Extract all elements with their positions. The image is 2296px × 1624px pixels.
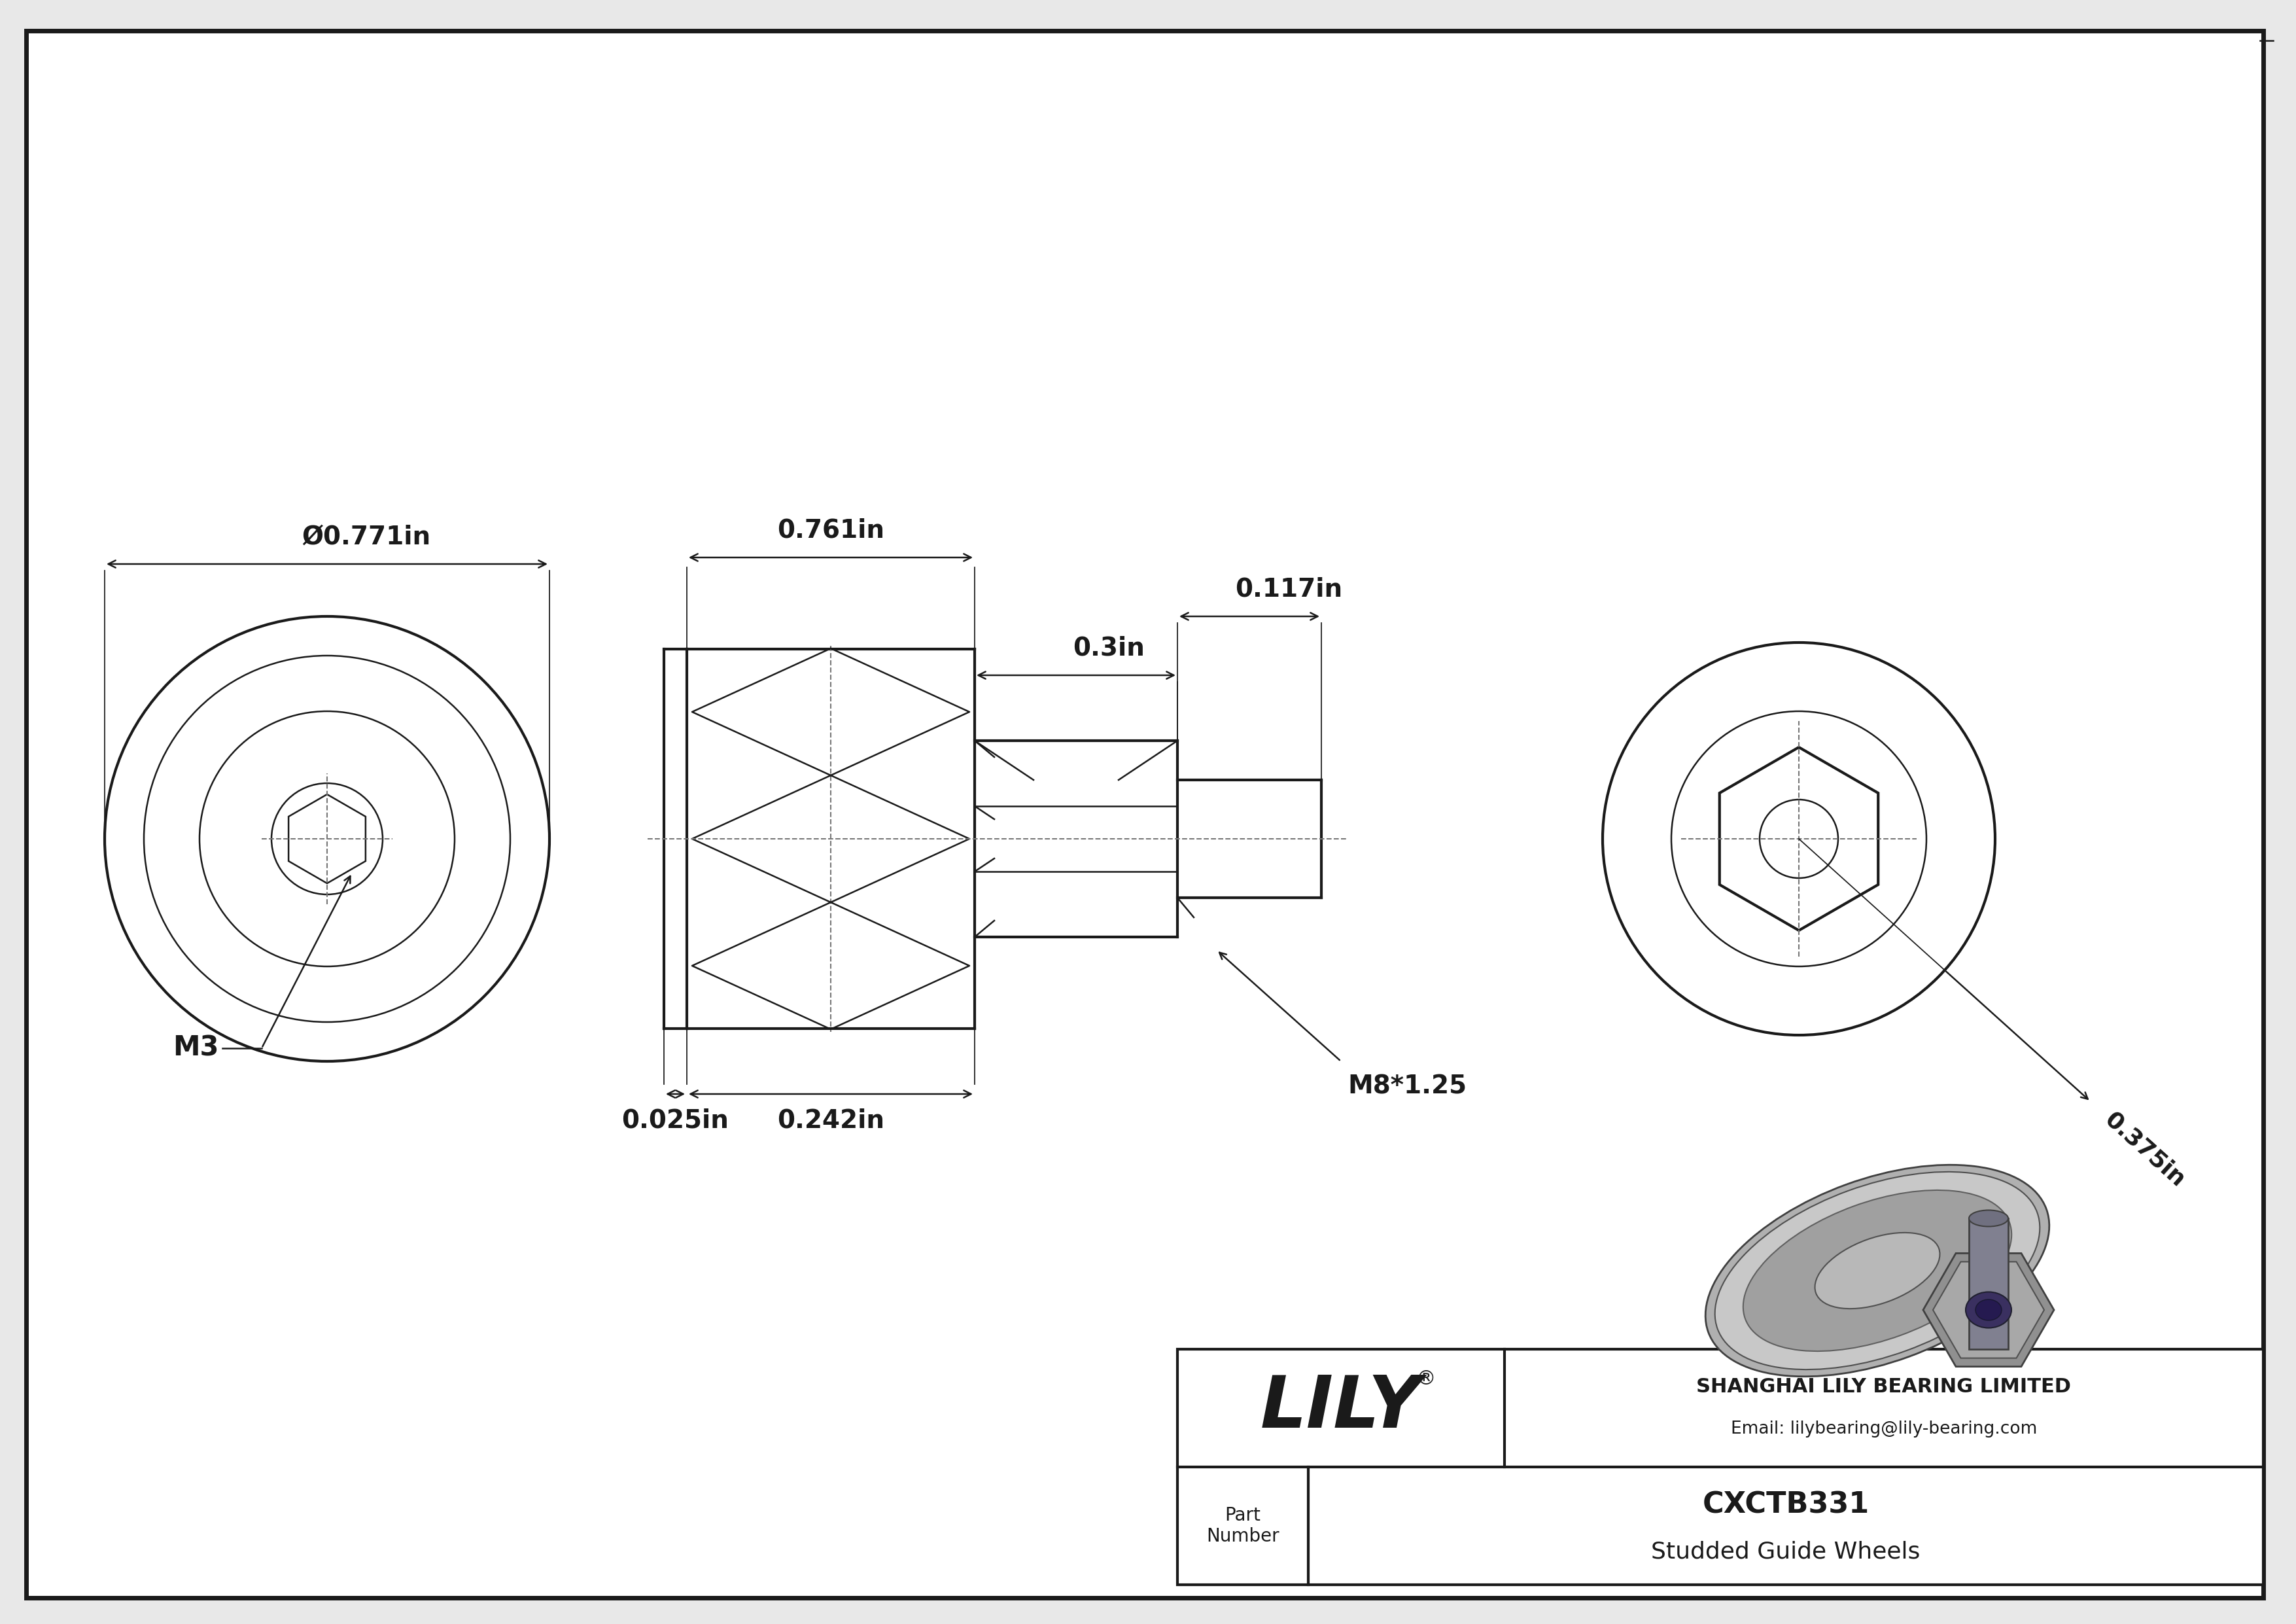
Text: 0.761in: 0.761in [776, 518, 884, 542]
Ellipse shape [1671, 711, 1926, 966]
Ellipse shape [1743, 1190, 2011, 1351]
Text: Ø0.771in: Ø0.771in [301, 525, 432, 549]
Polygon shape [289, 794, 365, 883]
Ellipse shape [1975, 1299, 2002, 1320]
Text: 0.3in: 0.3in [1072, 637, 1146, 661]
Text: ®: ® [1417, 1369, 1435, 1389]
Ellipse shape [145, 656, 510, 1021]
Text: CXCTB331: CXCTB331 [1701, 1491, 1869, 1518]
Text: 0.375in: 0.375in [2101, 1108, 2188, 1192]
Ellipse shape [106, 617, 549, 1062]
Text: M8*1.25: M8*1.25 [1348, 1075, 1467, 1099]
Ellipse shape [1715, 1173, 2039, 1369]
Text: 0.242in: 0.242in [776, 1109, 884, 1134]
Ellipse shape [1706, 1164, 2050, 1377]
Text: M3: M3 [172, 1034, 218, 1062]
Text: SHANGHAI LILY BEARING LIMITED: SHANGHAI LILY BEARING LIMITED [1697, 1377, 2071, 1397]
Ellipse shape [1965, 1293, 2011, 1328]
Polygon shape [1933, 1262, 2043, 1358]
Text: LILY: LILY [1261, 1372, 1421, 1444]
Text: Email: lilybearing@lily-bearing.com: Email: lilybearing@lily-bearing.com [1731, 1421, 2037, 1437]
Text: 0.025in: 0.025in [622, 1109, 730, 1134]
Ellipse shape [1814, 1233, 1940, 1309]
Ellipse shape [1759, 799, 1839, 879]
Polygon shape [1970, 1218, 2009, 1350]
Bar [1178, 1350, 2264, 1585]
Ellipse shape [1603, 643, 1995, 1034]
Text: Part
Number: Part Number [1205, 1505, 1279, 1546]
Polygon shape [1720, 747, 1878, 931]
Ellipse shape [200, 711, 455, 966]
Text: Studded Guide Wheels: Studded Guide Wheels [1651, 1541, 1919, 1562]
Ellipse shape [271, 783, 383, 895]
Polygon shape [1924, 1254, 2055, 1366]
Text: 0.117in: 0.117in [1235, 577, 1343, 603]
Ellipse shape [1970, 1210, 2009, 1226]
